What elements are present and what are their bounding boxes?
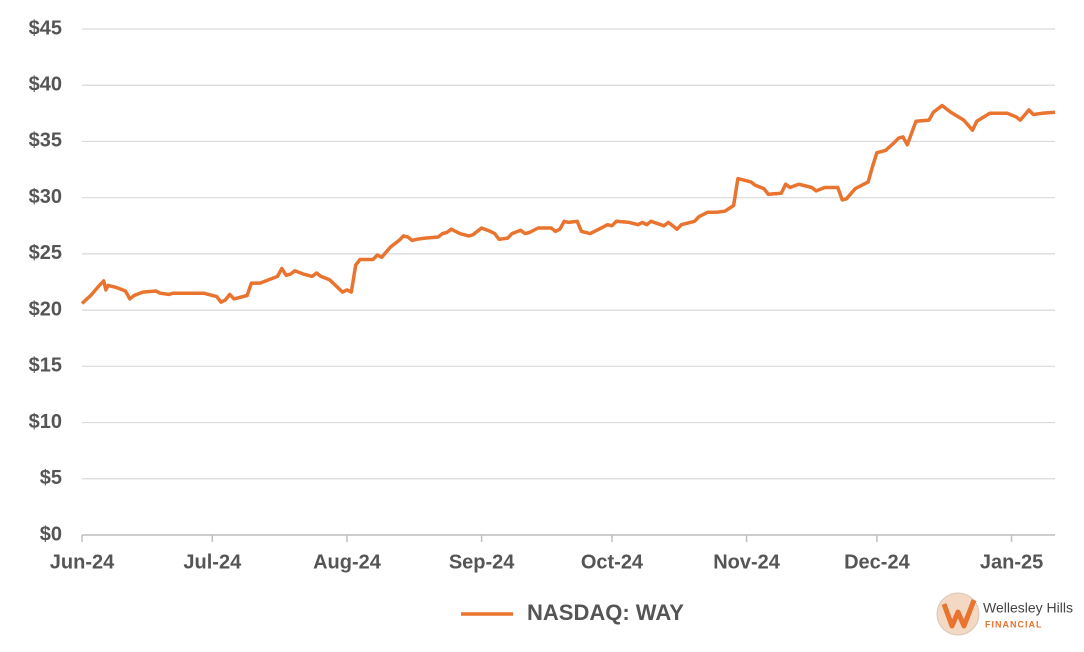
x-tick-label: Jun-24 bbox=[50, 551, 115, 573]
x-tick-label: Nov-24 bbox=[713, 551, 781, 573]
logo: Wellesley Hills FINANCIAL bbox=[936, 592, 1073, 636]
y-tick-label: $10 bbox=[29, 411, 62, 433]
y-tick-label: $40 bbox=[29, 74, 62, 96]
y-tick-label: $30 bbox=[29, 186, 62, 208]
y-tick-label: $25 bbox=[29, 242, 62, 264]
x-tick-label: Dec-24 bbox=[844, 551, 910, 573]
y-tick-label: $5 bbox=[40, 467, 62, 489]
logo-name: Wellesley Hills bbox=[983, 600, 1073, 616]
y-tick-label: $15 bbox=[29, 355, 62, 377]
data-line bbox=[80, 103, 1056, 305]
x-tick-label: Jul-24 bbox=[183, 551, 242, 573]
x-tick-label: Sep-24 bbox=[449, 551, 515, 573]
x-tick-label: Jan-25 bbox=[980, 551, 1043, 573]
x-tick-label: Oct-24 bbox=[581, 551, 644, 573]
y-tick-label: $45 bbox=[29, 17, 62, 39]
y-tick-label: $0 bbox=[40, 523, 62, 545]
y-tick-label: $35 bbox=[29, 130, 62, 152]
y-tick-label: $20 bbox=[29, 298, 62, 320]
legend-label: NASDAQ: WAY bbox=[527, 600, 684, 625]
logo-w bbox=[941, 599, 977, 629]
logo-tagline: FINANCIAL bbox=[985, 619, 1043, 629]
x-tick-label: Aug-24 bbox=[313, 551, 382, 573]
